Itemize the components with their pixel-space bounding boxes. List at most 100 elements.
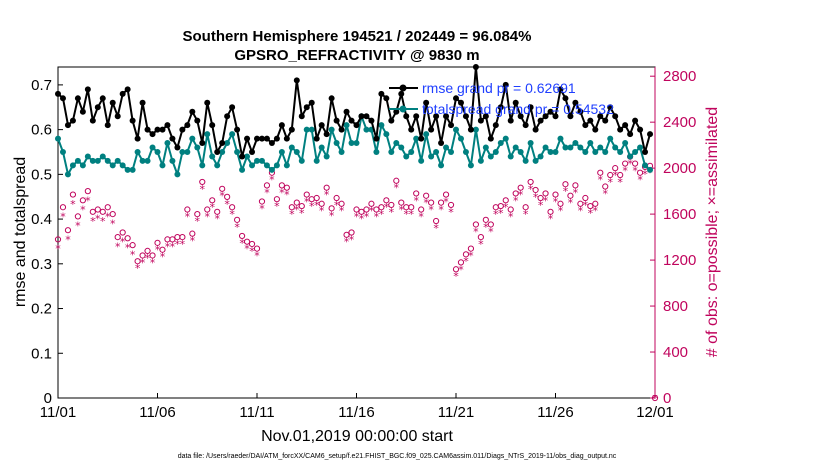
totalspread-point xyxy=(154,148,161,155)
obs-assimilated-point: * xyxy=(493,208,499,221)
obs-possible-point xyxy=(617,171,624,179)
totalspread-point xyxy=(602,148,609,155)
obs-possible-point xyxy=(562,181,569,188)
rmse-point xyxy=(129,117,136,124)
obs-assimilated-point: * xyxy=(458,263,464,276)
obs-possible-point xyxy=(74,213,82,220)
rmse-point xyxy=(542,113,549,120)
obs-assimilated-point: * xyxy=(329,209,335,222)
rmse-point xyxy=(254,135,260,142)
obs-possible-point xyxy=(144,247,151,254)
y-right-tick-label: 2400 xyxy=(663,114,696,131)
obs-possible-point xyxy=(333,194,340,202)
totalspread-point xyxy=(647,166,654,173)
obs-assimilated-point: * xyxy=(195,215,201,228)
obs-assimilated-point: * xyxy=(170,240,176,253)
obs-assimilated-point: * xyxy=(538,199,544,212)
x-tick-label: 11/16 xyxy=(338,404,374,421)
totalspread-point xyxy=(577,144,584,151)
rmse-point xyxy=(433,113,440,120)
obs-assimilated-point: * xyxy=(573,186,579,199)
rmse-point xyxy=(333,117,340,124)
legend-spread-marker xyxy=(399,105,407,113)
obs-possible-point xyxy=(323,184,330,191)
totalspread-point xyxy=(234,148,241,155)
totalspread-point xyxy=(373,148,380,155)
obs-assimilated-point: * xyxy=(299,207,305,220)
rmse-point xyxy=(582,122,589,129)
totalspread-point xyxy=(567,144,574,151)
totalspread-point xyxy=(477,157,484,164)
totalspread-point xyxy=(214,162,221,169)
rmse-point xyxy=(249,148,256,155)
totalspread-point xyxy=(179,148,186,155)
rmse-point xyxy=(567,113,574,120)
totalspread-point xyxy=(134,148,141,155)
legend: rmse grand pr = 0.62691 totalspread gran… xyxy=(389,80,614,117)
rmse-point xyxy=(244,135,251,142)
y-right-tick-label: 2800 xyxy=(663,68,696,85)
totalspread-point xyxy=(229,131,236,138)
obs-assimilated-point: * xyxy=(607,176,613,189)
obs-assimilated-point: * xyxy=(652,392,658,405)
totalspread-point xyxy=(467,162,474,169)
obs-assimilated-point: * xyxy=(503,201,509,214)
totalspread-point xyxy=(124,166,131,173)
rmse-point xyxy=(234,126,241,133)
obs-assimilated-point: * xyxy=(523,208,529,221)
totalspread-point xyxy=(303,126,310,133)
rmse-point xyxy=(368,117,375,124)
rmse-point xyxy=(497,104,504,111)
obs-assimilated-point: * xyxy=(314,199,320,212)
obs-assimilated-point: * xyxy=(548,213,554,226)
totalspread-point xyxy=(453,126,459,133)
obs-assimilated-point: * xyxy=(563,185,569,198)
rmse-point xyxy=(84,86,91,93)
obs-assimilated-point: * xyxy=(588,207,594,220)
obs-possible-point xyxy=(293,199,300,206)
obs-assimilated-point: * xyxy=(478,238,484,251)
obs-possible-point xyxy=(497,202,504,210)
rmse-point xyxy=(467,126,474,133)
obs-assimilated-point: * xyxy=(100,215,106,228)
obs-assimilated-point: * xyxy=(339,205,345,218)
rmse-point xyxy=(109,99,116,106)
y-right-tick-label: 2000 xyxy=(663,160,696,177)
obs-assimilated-point: * xyxy=(175,238,181,251)
obs-possible-point xyxy=(363,206,370,213)
obs-assimilated-point: * xyxy=(224,198,230,211)
totalspread-point xyxy=(413,135,420,142)
totalspread-point xyxy=(104,157,111,164)
obs-possible-point xyxy=(632,160,639,167)
totalspread-point xyxy=(597,144,604,151)
obs-possible-point xyxy=(248,240,256,248)
totalspread-point xyxy=(64,171,71,178)
rmse-point xyxy=(537,117,544,124)
rmse-point xyxy=(448,122,455,129)
obs-possible-point xyxy=(502,197,509,204)
y-right-tick-label: 1600 xyxy=(663,206,696,223)
chart-title-line2: GPSRO_REFRACTIVITY @ 9830 m xyxy=(234,47,479,64)
obs-possible-point xyxy=(567,192,574,199)
totalspread-point xyxy=(184,148,191,155)
totalspread-point xyxy=(527,140,534,147)
rmse-point xyxy=(154,126,161,133)
obs-possible-point xyxy=(109,211,116,218)
y-right-tick-label: 1200 xyxy=(663,252,696,269)
totalspread-point xyxy=(582,148,589,155)
obs-possible-point xyxy=(194,211,201,218)
obs-assimilated-point: * xyxy=(518,189,524,202)
rmse-point xyxy=(522,122,529,129)
obs-possible-point xyxy=(69,191,77,198)
rmse-point xyxy=(622,122,629,129)
rmse-point xyxy=(298,113,305,120)
rmse-point xyxy=(64,122,71,129)
obs-assimilated-point: * xyxy=(289,208,295,221)
rmse-point xyxy=(288,126,295,133)
obs-possible-point xyxy=(209,197,216,204)
totalspread-point xyxy=(383,131,390,138)
rmse-point xyxy=(597,113,604,120)
rmse-point xyxy=(149,131,156,138)
totalspread-point xyxy=(333,140,340,147)
x-tick-label: 11/06 xyxy=(139,404,175,421)
